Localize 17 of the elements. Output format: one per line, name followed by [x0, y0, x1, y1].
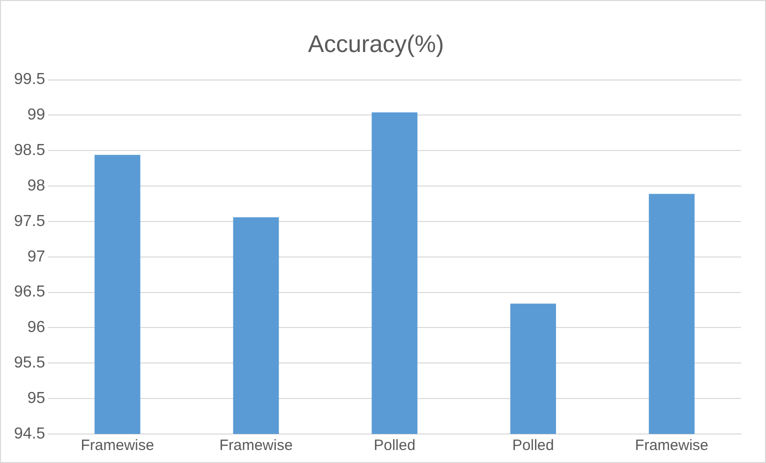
y-tick-label: 96 — [27, 319, 46, 336]
x-tick-label: Framewise — [635, 437, 708, 454]
y-tick-label: 97.5 — [14, 212, 46, 230]
y-tick-label: 99 — [27, 106, 46, 124]
x-tick-label: Framewise — [80, 437, 154, 454]
y-tick-label: 95 — [27, 390, 46, 407]
y-tick-label: 98.5 — [14, 142, 46, 160]
y-tick-label: 96.5 — [14, 284, 46, 301]
x-tick-label: Polled — [512, 437, 554, 454]
y-tick-label: 99.5 — [14, 71, 46, 88]
y-tick-label: 95.5 — [14, 354, 46, 372]
x-tick-label: Framewise — [219, 437, 293, 454]
y-tick-label: 98 — [27, 177, 46, 194]
chart-title: Accuracy(%) — [308, 31, 444, 58]
x-tick-label: Polled — [374, 437, 416, 454]
y-tick-label: 94.5 — [14, 425, 46, 442]
y-tick-label: 97 — [27, 248, 46, 266]
